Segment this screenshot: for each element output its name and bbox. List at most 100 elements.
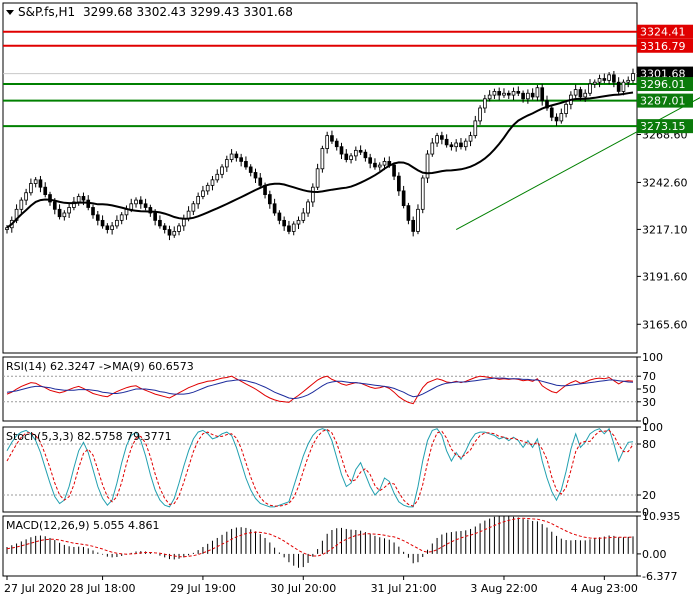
candle-bull bbox=[502, 92, 506, 96]
candle-bull bbox=[535, 87, 540, 98]
macd-panel: 10.935 0.00 -6.377 MACD(12,26,9) 5.055 4.86… bbox=[2, 510, 681, 583]
time-tick-label: 31 Jul 21:00 bbox=[371, 582, 437, 595]
trend-line bbox=[455, 97, 700, 231]
candle-bear bbox=[330, 135, 334, 142]
time-tick-label: 27 Jul 2020 bbox=[4, 582, 66, 595]
candle-bear bbox=[81, 196, 86, 201]
candle-bull bbox=[325, 135, 330, 149]
time-tick-label: 4 Aug 23:00 bbox=[571, 582, 638, 595]
rsi-tick-label: 50 bbox=[642, 383, 656, 396]
candle-bull bbox=[377, 164, 382, 168]
candle-bull bbox=[205, 184, 210, 192]
price-tick-label: 3165.60 bbox=[642, 318, 688, 331]
candle-bear bbox=[612, 74, 616, 83]
candle-bull bbox=[191, 203, 196, 212]
ohlc-values: 3299.68 3302.43 3299.43 3301.68 bbox=[83, 5, 293, 19]
candle-bull bbox=[315, 168, 320, 188]
time-tick-label: 28 Jul 18:00 bbox=[70, 582, 136, 595]
candle-bear bbox=[401, 190, 406, 207]
candle-bull bbox=[119, 214, 124, 221]
candle-bear bbox=[167, 229, 172, 236]
candle-bear bbox=[38, 179, 43, 188]
candle-bull bbox=[310, 186, 315, 203]
candle-bear bbox=[334, 140, 339, 148]
candle-bear bbox=[282, 219, 286, 227]
candle-bull bbox=[19, 199, 24, 210]
symbol-arrow-icon bbox=[6, 10, 14, 15]
macd-title: MACD(12,26,9) 5.055 4.861 bbox=[6, 519, 160, 532]
candle-bull bbox=[33, 179, 38, 184]
candle-bull bbox=[62, 212, 67, 218]
candle-bull bbox=[487, 94, 492, 100]
candle-bull bbox=[430, 142, 435, 155]
candle-bear bbox=[540, 87, 545, 102]
candle-bull bbox=[172, 231, 177, 236]
candle-bear bbox=[258, 177, 263, 186]
candle-bull bbox=[134, 199, 138, 205]
candle-bear bbox=[57, 208, 62, 218]
candle-bull bbox=[220, 166, 224, 175]
candle-bear bbox=[148, 207, 153, 214]
candle-bull bbox=[291, 223, 296, 232]
candle-bear bbox=[616, 81, 621, 92]
candle-bear bbox=[397, 175, 401, 192]
candle-bull bbox=[296, 219, 301, 225]
candle-bear bbox=[267, 194, 272, 205]
candle-bear bbox=[411, 219, 416, 232]
stoch-line-1 bbox=[6, 429, 634, 507]
candle-bull bbox=[5, 227, 9, 230]
price-tick-label: 3242.60 bbox=[642, 176, 688, 189]
level-label-support: 3273.15 bbox=[640, 120, 686, 133]
rsi-tick-label: 0 bbox=[642, 415, 649, 428]
candle-bull bbox=[201, 190, 205, 197]
rsi-tick-label: 70 bbox=[642, 370, 656, 383]
moving-average-line bbox=[6, 91, 634, 229]
rsi-line-1 bbox=[6, 377, 634, 400]
candle-bull bbox=[301, 212, 306, 221]
candle-bear bbox=[373, 162, 377, 168]
candle-bear bbox=[272, 203, 277, 214]
candle-bear bbox=[440, 135, 444, 140]
candle-bear bbox=[143, 203, 148, 208]
candle-bear bbox=[100, 219, 105, 227]
candle-bear bbox=[339, 146, 344, 155]
time-tick-label: 3 Aug 22:00 bbox=[470, 582, 537, 595]
candle-bear bbox=[554, 116, 559, 122]
level-label-support: 3287.01 bbox=[640, 95, 686, 108]
price-tick-label: 3217.10 bbox=[642, 223, 688, 236]
macd-tick-label: 10.935 bbox=[642, 510, 681, 523]
candle-bull bbox=[306, 201, 310, 214]
candle-bear bbox=[545, 100, 549, 109]
candle-bear bbox=[95, 214, 100, 221]
candle-bull bbox=[526, 92, 530, 100]
rsi-line-0 bbox=[6, 375, 634, 405]
stoch-tick-label: 20 bbox=[642, 489, 656, 502]
candle-bull bbox=[592, 81, 597, 85]
candle-bull bbox=[559, 113, 564, 122]
macd-frame bbox=[2, 515, 638, 577]
candle-bear bbox=[253, 172, 258, 179]
rsi-title: RSI(14) 62.3247 ->MA(9) 60.6573 bbox=[6, 360, 194, 373]
candle-bull bbox=[196, 196, 200, 205]
macd-signal-line bbox=[6, 517, 634, 558]
level-label-bg bbox=[637, 119, 693, 134]
candle-bull bbox=[621, 81, 626, 92]
level-label-resistance: 3316.79 bbox=[640, 40, 686, 53]
candle-bear bbox=[406, 205, 411, 221]
candle-bull bbox=[129, 203, 134, 210]
candle-bear bbox=[43, 186, 48, 195]
candle-bear bbox=[358, 149, 363, 153]
candle-bull bbox=[229, 153, 234, 160]
candle-bear bbox=[52, 201, 57, 210]
macd-tick-label: 0.00 bbox=[642, 548, 667, 561]
candle-bear bbox=[368, 157, 373, 164]
candle-bear bbox=[516, 91, 521, 94]
time-axis: 27 Jul 2020 28 Jul 18:00 29 Jul 19:00 30 Ju… bbox=[4, 576, 638, 595]
candle-bull bbox=[67, 207, 71, 214]
candle-bull bbox=[110, 225, 114, 230]
candle-bear bbox=[549, 107, 554, 118]
candle-bear bbox=[530, 92, 535, 98]
candle-bull bbox=[24, 192, 28, 201]
